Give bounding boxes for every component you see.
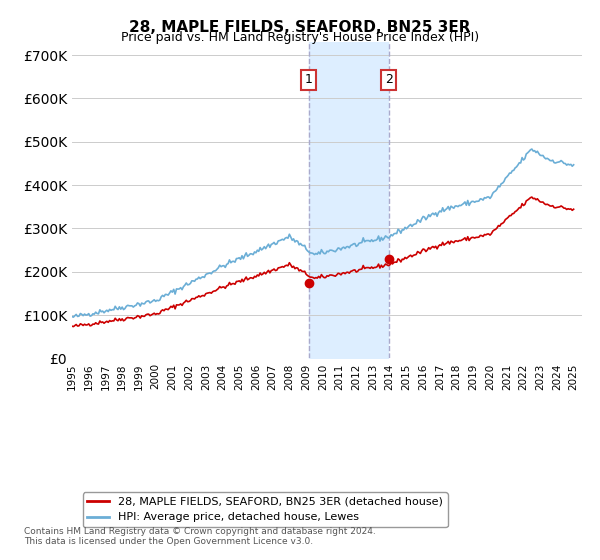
Text: 28, MAPLE FIELDS, SEAFORD, BN25 3ER: 28, MAPLE FIELDS, SEAFORD, BN25 3ER — [129, 20, 471, 35]
Text: 2: 2 — [385, 73, 392, 86]
Text: Contains HM Land Registry data © Crown copyright and database right 2024.
This d: Contains HM Land Registry data © Crown c… — [24, 526, 376, 546]
Legend: 28, MAPLE FIELDS, SEAFORD, BN25 3ER (detached house), HPI: Average price, detach: 28, MAPLE FIELDS, SEAFORD, BN25 3ER (det… — [83, 492, 448, 527]
Text: Price paid vs. HM Land Registry's House Price Index (HPI): Price paid vs. HM Land Registry's House … — [121, 31, 479, 44]
Text: 1: 1 — [305, 73, 313, 86]
